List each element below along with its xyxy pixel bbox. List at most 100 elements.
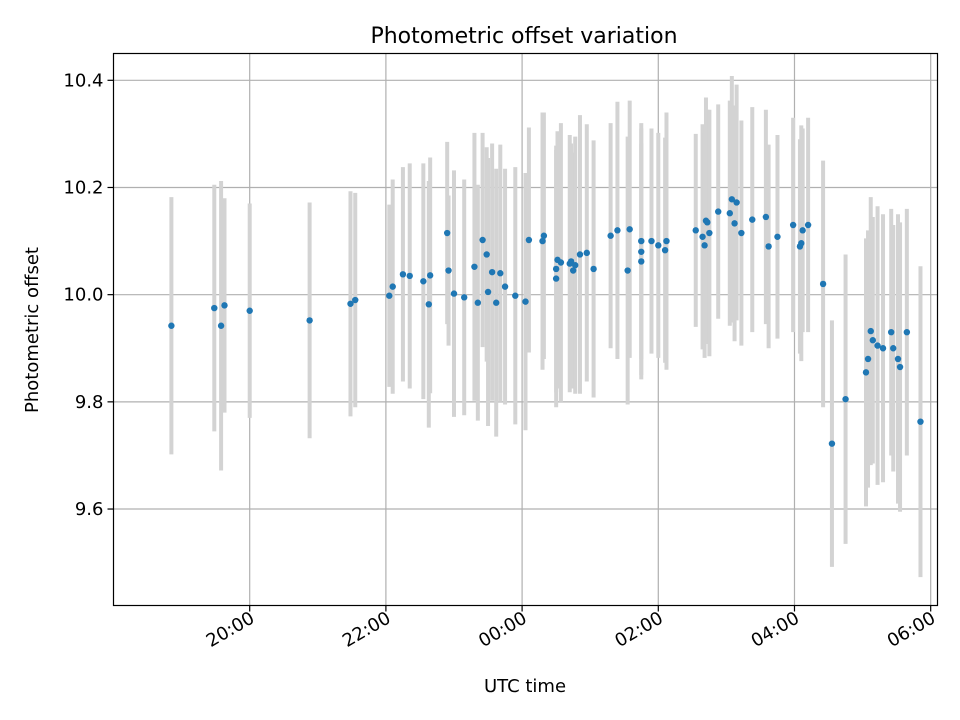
data-point <box>399 271 407 278</box>
data-point <box>420 278 427 285</box>
data-point <box>306 317 313 324</box>
data-point <box>426 272 434 279</box>
data-point <box>569 267 577 274</box>
data-point <box>738 229 745 237</box>
data-point <box>704 219 711 226</box>
data-point <box>443 229 451 237</box>
data-point <box>706 229 713 237</box>
data-point <box>842 395 849 403</box>
y-axis-label: Photometric offset <box>22 247 43 413</box>
data-point <box>567 258 575 265</box>
data-points <box>168 196 924 447</box>
data-point <box>765 243 772 250</box>
data-point <box>352 296 359 304</box>
data-point <box>638 258 645 265</box>
data-point <box>879 345 887 352</box>
data-point <box>450 290 458 297</box>
data-point <box>896 363 904 371</box>
y-tick-label: 10.2 <box>63 177 103 198</box>
data-point <box>762 213 770 221</box>
data-point <box>221 302 228 309</box>
data-point <box>557 259 565 266</box>
y-axis-ticks: 9.6 9.8 10.0 10.2 10.4 <box>63 70 114 520</box>
data-point <box>626 226 633 233</box>
data-point <box>552 265 560 273</box>
data-point <box>607 232 614 239</box>
x-axis-label: UTC time <box>484 676 566 697</box>
data-point <box>869 337 877 344</box>
data-point <box>576 251 584 258</box>
chart-title: Photometric offset variation <box>370 24 677 49</box>
data-point <box>389 283 396 290</box>
data-point <box>572 261 579 269</box>
data-point <box>799 227 806 234</box>
data-point <box>406 272 413 280</box>
data-point <box>474 299 482 306</box>
data-point <box>663 237 670 245</box>
data-point <box>522 298 529 305</box>
data-point <box>648 237 655 245</box>
y-tick-label: 9.6 <box>75 499 104 520</box>
data-point <box>862 369 870 376</box>
data-point <box>484 288 492 296</box>
plot-frame <box>112 52 939 607</box>
data-point <box>445 267 452 274</box>
data-point <box>887 328 895 336</box>
data-point <box>614 227 621 234</box>
data-point <box>774 233 781 240</box>
data-point <box>903 328 911 336</box>
data-point <box>497 270 504 277</box>
data-point <box>425 301 432 308</box>
data-point <box>867 327 874 335</box>
data-point <box>488 268 496 276</box>
data-point <box>661 246 669 254</box>
data-point <box>552 275 560 282</box>
data-point <box>493 299 500 306</box>
data-point <box>655 242 662 249</box>
data-point <box>540 232 548 239</box>
data-point <box>749 216 756 223</box>
data-point <box>525 236 533 244</box>
data-point <box>590 265 597 273</box>
data-point <box>471 263 478 270</box>
data-point <box>211 304 218 312</box>
data-point <box>347 300 354 307</box>
y-tick-label: 9.8 <box>75 392 104 413</box>
data-point <box>624 267 631 274</box>
data-point <box>715 208 722 215</box>
data-point <box>386 292 393 299</box>
data-point <box>699 233 706 240</box>
data-point <box>217 322 225 329</box>
data-point <box>828 440 836 447</box>
data-point <box>483 251 490 258</box>
data-point <box>864 355 872 363</box>
data-point <box>804 221 812 229</box>
data-point <box>731 220 738 227</box>
data-point <box>512 292 519 299</box>
data-point <box>638 237 645 245</box>
y-tick-label: 10.0 <box>63 285 103 306</box>
data-point <box>726 210 733 217</box>
data-point <box>583 249 590 257</box>
data-point <box>890 345 897 352</box>
data-point <box>819 280 827 288</box>
y-tick-label: 10.4 <box>63 70 103 91</box>
data-point <box>246 307 253 314</box>
data-point <box>733 199 740 206</box>
data-point <box>461 294 468 301</box>
data-point <box>798 240 805 247</box>
data-point <box>638 248 645 255</box>
data-point <box>479 236 486 244</box>
data-point <box>894 355 902 363</box>
data-point <box>501 283 509 290</box>
data-point <box>692 227 699 234</box>
data-point <box>917 418 924 425</box>
data-point <box>168 322 175 329</box>
data-point <box>789 221 797 229</box>
data-point <box>728 196 736 203</box>
data-point <box>701 242 708 249</box>
data-point <box>874 342 881 349</box>
data-point <box>539 237 546 245</box>
